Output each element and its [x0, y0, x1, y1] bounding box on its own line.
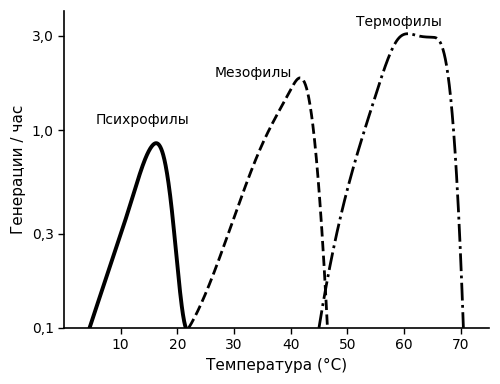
Text: Термофилы: Термофилы [356, 15, 442, 29]
Y-axis label: Генерации / час: Генерации / час [11, 105, 26, 234]
X-axis label: Температура (°C): Температура (°C) [206, 358, 347, 373]
Text: Психрофилы: Психрофилы [95, 113, 189, 127]
Text: Мезофилы: Мезофилы [214, 66, 292, 80]
